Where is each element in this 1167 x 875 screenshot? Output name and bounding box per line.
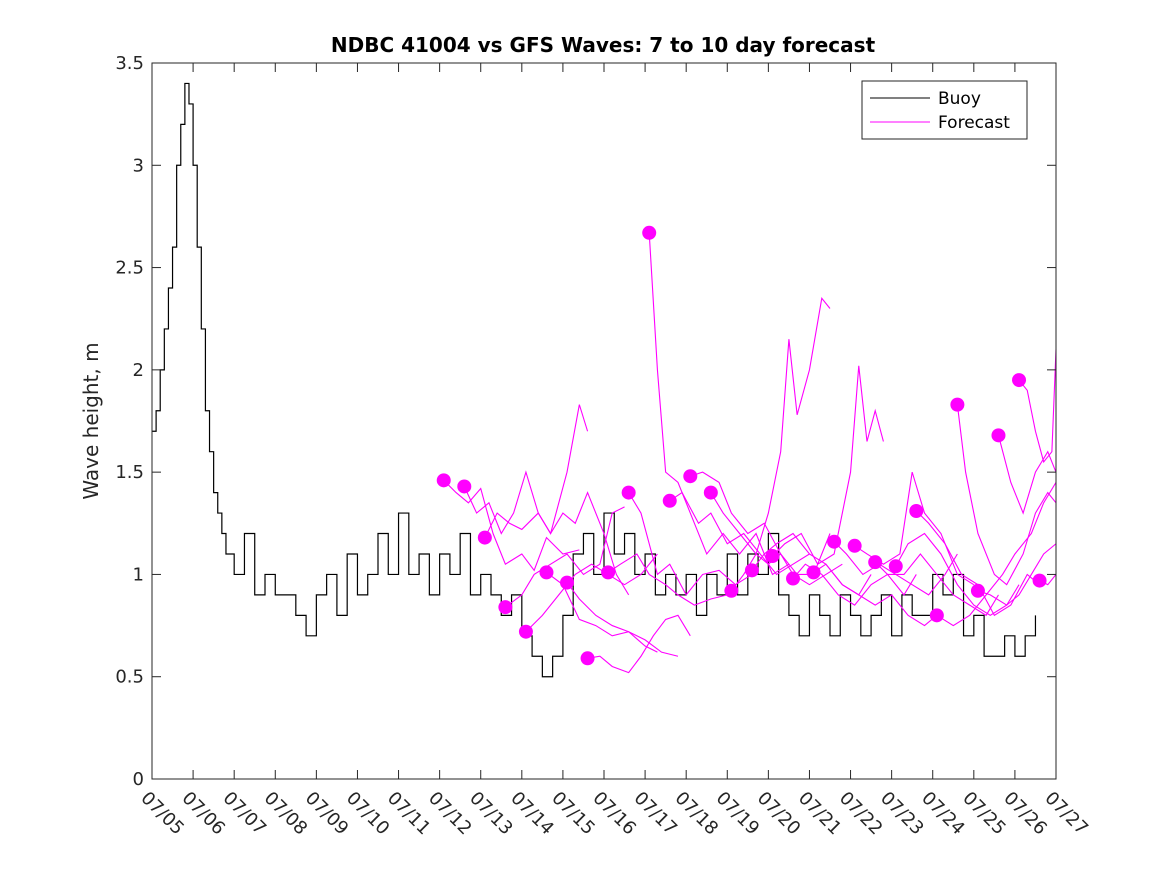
- forecast-start-marker: [621, 485, 636, 500]
- x-tick-label: 07/14: [506, 788, 558, 840]
- forecast-start-marker: [950, 397, 965, 412]
- x-tick-label: 07/08: [260, 788, 312, 840]
- ticks-layer: 0 0.5 1 1.5 2 2.5 3 3.5 07/0507/0607/0707/0807/0…: [115, 53, 1092, 839]
- chart-title: NDBC 41004 vs GFS Waves: 7 to 10 day for…: [331, 33, 876, 57]
- forecast-start-marker: [477, 530, 492, 545]
- x-tick-label: 07/19: [712, 788, 764, 840]
- forecast-line: [874, 553, 999, 617]
- x-tick-label: 07/23: [876, 788, 928, 840]
- forecast-start-marker: [539, 565, 554, 580]
- forecast-start-marker: [827, 534, 842, 549]
- x-tick-label: 07/09: [301, 788, 353, 840]
- forecast-line: [505, 506, 625, 608]
- forecast-start-marker: [970, 583, 985, 598]
- forecast-line: [443, 479, 580, 572]
- forecast-line: [628, 492, 753, 596]
- forecast-start-marker: [662, 493, 677, 508]
- forecast-start-marker: [457, 479, 472, 494]
- forecast-line: [525, 553, 658, 633]
- forecast-line: [669, 491, 810, 576]
- x-tick-label: 07/21: [794, 788, 846, 840]
- forecast-line: [730, 296, 831, 592]
- y-tick-label: 3.5: [115, 53, 144, 74]
- y-tick-label: 0: [133, 769, 144, 790]
- axes-box: [151, 62, 1057, 780]
- x-tick-label: 07/26: [999, 788, 1051, 840]
- forecast-line: [977, 543, 1057, 606]
- forecast-start-marker: [436, 473, 451, 488]
- y-axis-label: Wave height, m: [79, 342, 103, 499]
- x-tick-label: 07/06: [178, 788, 230, 840]
- x-tick-label: 07/24: [917, 788, 969, 840]
- forecast-start-marker: [1012, 373, 1027, 388]
- legend-buoy-label: Buoy: [938, 89, 981, 109]
- forecast-start-marker: [888, 559, 903, 574]
- forecast-start-marker: [498, 600, 513, 615]
- forecast-start-marker: [642, 225, 657, 240]
- forecast-start-marker: [601, 565, 616, 580]
- x-tick-label: 07/12: [424, 788, 476, 840]
- y-tick-label: 0.5: [115, 667, 144, 688]
- forecast-start-marker: [929, 608, 944, 623]
- forecast-start-marker: [518, 624, 533, 639]
- forecast-start-marker: [703, 485, 718, 500]
- y-tick-label: 1.5: [115, 462, 144, 483]
- forecast-line: [772, 365, 884, 565]
- y-tick-label: 1: [133, 564, 144, 585]
- forecast-line: [484, 404, 589, 538]
- forecast-line: [1018, 349, 1057, 464]
- forecast-line: [587, 614, 691, 674]
- forecast-line: [546, 571, 658, 653]
- x-tick-label: 07/15: [547, 788, 599, 840]
- forecast-start-marker: [786, 571, 801, 586]
- forecast-start-marker: [847, 538, 862, 553]
- x-tick-label: 07/07: [219, 788, 271, 840]
- x-tick-label: 07/13: [465, 788, 517, 840]
- x-tick-label: 07/20: [753, 788, 805, 840]
- forecast-start-marker: [1032, 573, 1047, 588]
- buoy-line: [152, 82, 1037, 678]
- legend-box: [861, 80, 1028, 140]
- forecast-line: [710, 492, 843, 586]
- x-tick-label: 07/22: [835, 788, 887, 840]
- forecast-start-marker: [560, 575, 575, 590]
- y-tick-label: 2.5: [115, 258, 144, 279]
- forecast-line: [813, 563, 938, 627]
- x-tick-label: 07/17: [630, 788, 682, 840]
- forecast-line: [690, 471, 831, 575]
- forecast-line: [956, 404, 1057, 586]
- x-tick-label: 07/05: [136, 788, 188, 840]
- forecast-start-marker: [868, 555, 883, 570]
- x-tick-label: 07/10: [342, 788, 394, 840]
- y-tick-label: 3: [133, 155, 144, 176]
- forecast-line: [895, 532, 1020, 616]
- x-tick-label: 07/11: [383, 788, 435, 840]
- forecast-start-marker: [580, 651, 595, 666]
- legend-forecast-label: Forecast: [938, 113, 1010, 133]
- series-layer: [152, 82, 1057, 678]
- forecast-line: [566, 582, 679, 657]
- y-tick-label: 2: [133, 360, 144, 381]
- forecast-start-marker: [724, 583, 739, 598]
- forecast-start-marker: [683, 469, 698, 484]
- forecast-start-marker: [991, 428, 1006, 443]
- forecast-line: [648, 232, 790, 576]
- forecast-line: [607, 553, 728, 606]
- forecast-line: [936, 482, 1057, 627]
- forecast-start-marker: [744, 563, 759, 578]
- x-tick-label: 07/18: [671, 788, 723, 840]
- forecast-start-marker: [909, 504, 924, 519]
- x-tick-label: 07/16: [588, 788, 640, 840]
- forecast-line: [997, 435, 1057, 515]
- x-tick-label: 07/27: [1040, 788, 1092, 840]
- forecast-start-marker: [765, 549, 780, 564]
- x-tick-label: 07/25: [958, 788, 1010, 840]
- forecast-start-marker: [806, 565, 821, 580]
- legend: Buoy Forecast: [861, 80, 1028, 140]
